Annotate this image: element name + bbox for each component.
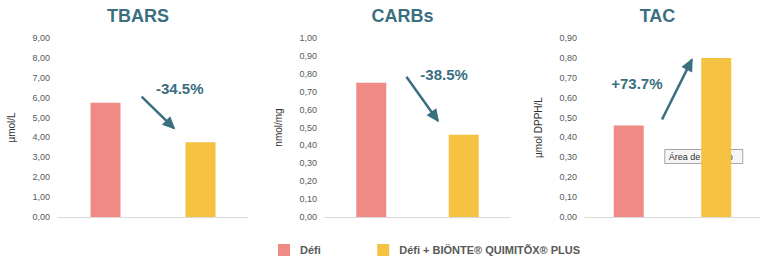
svg-text:4,00: 4,00	[32, 132, 50, 142]
svg-text:0,60: 0,60	[299, 105, 317, 115]
svg-text:6,00: 6,00	[32, 93, 50, 103]
svg-text:-34.5%: -34.5%	[156, 80, 204, 97]
svg-text:9,00: 9,00	[32, 33, 50, 43]
svg-text:TBARS: TBARS	[107, 6, 169, 26]
svg-text:7,00: 7,00	[32, 73, 50, 83]
svg-text:0,90: 0,90	[299, 51, 317, 61]
svg-text:5,00: 5,00	[32, 113, 50, 123]
svg-text:0,00: 0,00	[299, 212, 317, 222]
svg-text:8,00: 8,00	[32, 53, 50, 63]
svg-text:Défi + BIÖNTE® QUIMITÕX® PLUS: Défi + BIÖNTE® QUIMITÕX® PLUS	[399, 244, 580, 256]
svg-text:0,60: 0,60	[559, 93, 577, 103]
svg-text:+73.7%: +73.7%	[611, 75, 662, 92]
svg-text:0,70: 0,70	[559, 73, 577, 83]
svg-text:-38.5%: -38.5%	[420, 66, 468, 83]
svg-text:µmol DPPH/L: µmol DPPH/L	[533, 97, 544, 158]
svg-text:0,50: 0,50	[299, 123, 317, 133]
svg-text:0,20: 0,20	[559, 172, 577, 182]
svg-text:1,00: 1,00	[32, 192, 50, 202]
svg-text:TAC: TAC	[640, 6, 676, 26]
svg-text:Área de trazado: Área de trazado	[668, 151, 733, 162]
svg-text:0,30: 0,30	[299, 158, 317, 168]
svg-text:0,50: 0,50	[559, 113, 577, 123]
svg-text:0,10: 0,10	[299, 194, 317, 204]
svg-text:0,80: 0,80	[559, 53, 577, 63]
svg-text:CARBs: CARBs	[371, 6, 433, 26]
svg-text:µmol/L: µmol/L	[6, 112, 17, 143]
svg-text:Défi: Défi	[300, 244, 321, 256]
svg-text:0,20: 0,20	[299, 176, 317, 186]
svg-text:0,40: 0,40	[299, 140, 317, 150]
svg-text:3,00: 3,00	[32, 152, 50, 162]
svg-text:0,80: 0,80	[299, 69, 317, 79]
svg-text:0,70: 0,70	[299, 87, 317, 97]
svg-text:2,00: 2,00	[32, 172, 50, 182]
svg-text:1,00: 1,00	[299, 33, 317, 43]
svg-text:0,90: 0,90	[559, 33, 577, 43]
svg-text:0,30: 0,30	[559, 152, 577, 162]
svg-text:0,40: 0,40	[559, 132, 577, 142]
svg-text:nmol/mg: nmol/mg	[273, 108, 284, 146]
svg-text:0,10: 0,10	[559, 192, 577, 202]
svg-text:0,00: 0,00	[32, 212, 50, 222]
svg-text:0,00: 0,00	[559, 212, 577, 222]
